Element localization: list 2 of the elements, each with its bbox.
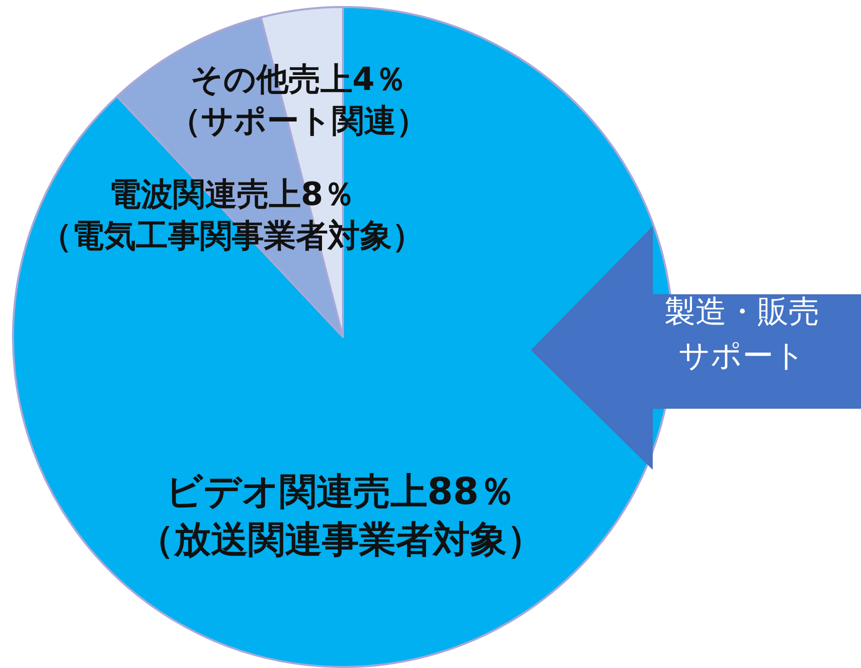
text: 製造・販売サポート <box>664 293 820 376</box>
slice-label: ビデオ関連売上88％（放送関連事業者対象） <box>137 470 544 562</box>
